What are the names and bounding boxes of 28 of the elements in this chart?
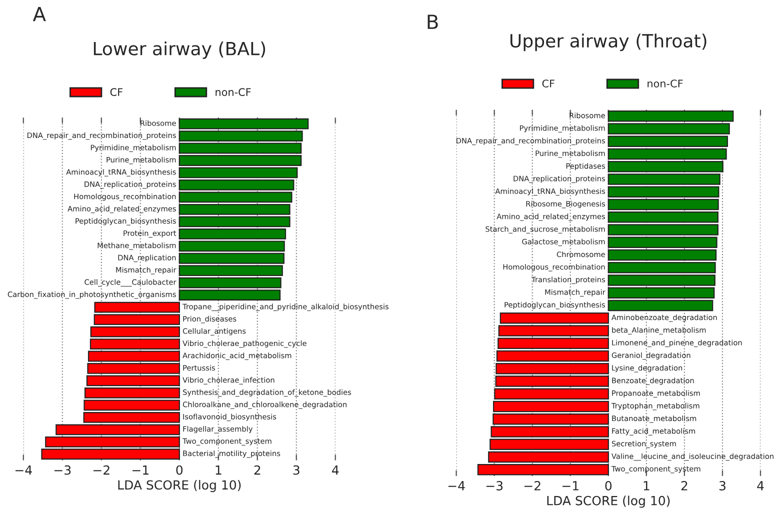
x-tick-label: −3 bbox=[486, 481, 503, 490]
x-tick-label: 3 bbox=[293, 465, 300, 475]
x-tick-label: −4 bbox=[16, 465, 32, 475]
legend-label: CF bbox=[542, 80, 554, 88]
x-tick-label: 4 bbox=[332, 465, 339, 475]
x-tick-label: 1 bbox=[216, 465, 222, 475]
x-tick-label: 1 bbox=[644, 481, 650, 490]
x-tick-label: −2 bbox=[524, 481, 540, 490]
legend-label: CF bbox=[110, 88, 122, 96]
x-tick-label: −4 bbox=[448, 481, 465, 490]
x-tick-label: 2 bbox=[681, 481, 688, 490]
chart-title: Lower airway (BAL) bbox=[94, 41, 266, 59]
x-axis-title: LDA SCORE (log 10) bbox=[118, 480, 241, 492]
text: B bbox=[428, 14, 438, 29]
legend-label: non-CF bbox=[216, 88, 251, 96]
x-tick-label: −2 bbox=[94, 465, 110, 475]
x-tick-label: −1 bbox=[132, 465, 148, 475]
legend-label: non-CF bbox=[648, 80, 683, 88]
x-tick-label: −1 bbox=[562, 481, 578, 490]
x-tick-label: −3 bbox=[54, 465, 71, 475]
x-tick-label: 4 bbox=[757, 481, 764, 490]
x-tick-label: 3 bbox=[719, 481, 726, 490]
text: A bbox=[32, 6, 46, 22]
x-axis-title: LDA SCORE (log 10) bbox=[547, 496, 670, 508]
chart-title: Upper airway (Throat) bbox=[510, 34, 706, 52]
x-tick-label: 2 bbox=[254, 465, 260, 475]
x-tick-label: 0 bbox=[605, 481, 612, 490]
x-tick-label: 0 bbox=[176, 465, 183, 475]
